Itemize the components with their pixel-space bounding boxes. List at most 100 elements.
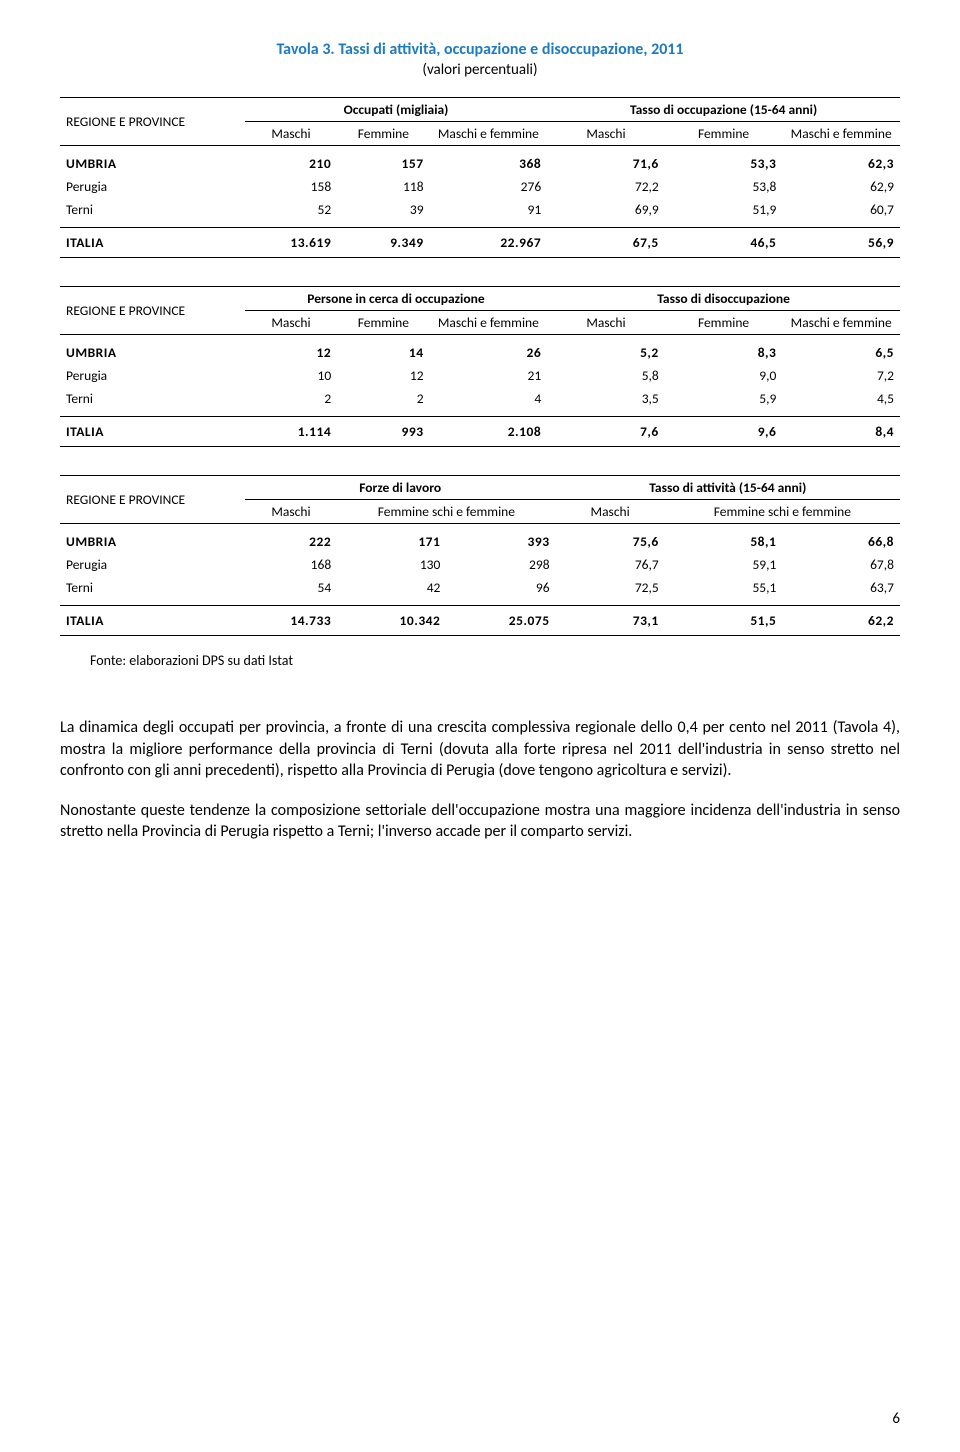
cell: 10 xyxy=(245,364,337,387)
row-label: Perugia xyxy=(60,364,245,387)
col-maschi: Maschi xyxy=(245,122,337,146)
cell: 25.075 xyxy=(446,606,555,636)
cell: 14 xyxy=(337,341,429,364)
cell: 14.733 xyxy=(245,606,337,636)
cell: 12 xyxy=(245,341,337,364)
col-mf: Maschi e femmine xyxy=(782,122,900,146)
cell: 8,3 xyxy=(665,341,783,364)
cell: 368 xyxy=(430,152,548,175)
cell: 59,1 xyxy=(665,553,783,576)
cell: 53,3 xyxy=(665,152,783,175)
cell: 58,1 xyxy=(665,530,783,553)
cell: 52 xyxy=(245,198,337,221)
cell: 157 xyxy=(337,152,429,175)
cell: 393 xyxy=(446,530,555,553)
cell: 7,6 xyxy=(547,417,665,447)
cell: 6,5 xyxy=(782,341,900,364)
cell: 72,2 xyxy=(547,175,665,198)
row-label: UMBRIA xyxy=(60,152,245,175)
group-header-tasso-disocc: Tasso di disoccupazione xyxy=(547,287,900,311)
cell: 298 xyxy=(446,553,555,576)
table-disoccupazione: REGIONE E PROVINCE Persone in cerca di o… xyxy=(60,286,900,447)
cell: 62,9 xyxy=(782,175,900,198)
cell: 69,9 xyxy=(547,198,665,221)
cell: 9.349 xyxy=(337,228,429,258)
col-maschi: Maschi xyxy=(547,311,665,335)
cell: 39 xyxy=(337,198,429,221)
source-note: Fonte: elaborazioni DPS su dati Istat xyxy=(90,652,900,669)
col-femmine: Femmine xyxy=(665,122,783,146)
group-header-tasso-att: Tasso di attività (15-64 anni) xyxy=(556,476,900,500)
cell: 46,5 xyxy=(665,228,783,258)
col-femmine: Femmine xyxy=(337,311,429,335)
cell: 158 xyxy=(245,175,337,198)
cell: 130 xyxy=(337,553,446,576)
cell: 171 xyxy=(337,530,446,553)
row-label: Terni xyxy=(60,387,245,410)
cell: 210 xyxy=(245,152,337,175)
row-label: UMBRIA xyxy=(60,341,245,364)
cell: 9,0 xyxy=(665,364,783,387)
group-header-occupati: Occupati (migliaia) xyxy=(245,98,547,122)
col-mf: Maschi e femmine xyxy=(430,311,548,335)
cell: 8,4 xyxy=(782,417,900,447)
table-forze-lavoro: REGIONE E PROVINCE Forze di lavoro Tasso… xyxy=(60,475,900,636)
cell: 2.108 xyxy=(430,417,548,447)
cell: 118 xyxy=(337,175,429,198)
cell: 75,6 xyxy=(556,530,665,553)
row-label: ITALIA xyxy=(60,228,245,258)
paragraph-1: La dinamica degli occupati per provincia… xyxy=(60,717,900,782)
region-header: REGIONE E PROVINCE xyxy=(60,476,245,524)
cell: 62,2 xyxy=(782,606,900,636)
cell: 22.967 xyxy=(430,228,548,258)
row-label: Perugia xyxy=(60,553,245,576)
cell: 63,7 xyxy=(782,576,900,599)
row-label: ITALIA xyxy=(60,417,245,447)
cell: 71,6 xyxy=(547,152,665,175)
cell: 4,5 xyxy=(782,387,900,410)
page-number: 6 xyxy=(892,1410,900,1428)
cell: 51,9 xyxy=(665,198,783,221)
cell: 72,5 xyxy=(556,576,665,599)
cell: 13.619 xyxy=(245,228,337,258)
table-title: Tavola 3. Tassi di attività, occupazione… xyxy=(60,40,900,59)
cell: 53,8 xyxy=(665,175,783,198)
cell: 4 xyxy=(430,387,548,410)
group-header-tasso-occ: Tasso di occupazione (15-64 anni) xyxy=(547,98,900,122)
row-label: ITALIA xyxy=(60,606,245,636)
cell: 5,9 xyxy=(665,387,783,410)
cell: 3,5 xyxy=(547,387,665,410)
table-subtitle: (valori percentuali) xyxy=(60,61,900,79)
cell: 56,9 xyxy=(782,228,900,258)
cell: 42 xyxy=(337,576,446,599)
cell: 62,3 xyxy=(782,152,900,175)
row-label: Terni xyxy=(60,198,245,221)
cell: 66,8 xyxy=(782,530,900,553)
col-maschi: Maschi xyxy=(547,122,665,146)
cell: 54 xyxy=(245,576,337,599)
cell: 60,7 xyxy=(782,198,900,221)
cell: 96 xyxy=(446,576,555,599)
group-header-forze: Forze di lavoro xyxy=(245,476,556,500)
cell: 91 xyxy=(430,198,548,221)
row-label: Perugia xyxy=(60,175,245,198)
cell: 2 xyxy=(337,387,429,410)
cell: 21 xyxy=(430,364,548,387)
col-mf: Maschi e femmine xyxy=(430,122,548,146)
cell: 168 xyxy=(245,553,337,576)
cell: 67,5 xyxy=(547,228,665,258)
cell: 2 xyxy=(245,387,337,410)
cell: 222 xyxy=(245,530,337,553)
cell: 26 xyxy=(430,341,548,364)
col-femmine: Femmine xyxy=(665,311,783,335)
cell: 276 xyxy=(430,175,548,198)
cell: 1.114 xyxy=(245,417,337,447)
cell: 73,1 xyxy=(556,606,665,636)
col-mf: Maschi e femmine xyxy=(782,311,900,335)
row-label: UMBRIA xyxy=(60,530,245,553)
cell: 7,2 xyxy=(782,364,900,387)
cell: 993 xyxy=(337,417,429,447)
cell: 51,5 xyxy=(665,606,783,636)
col-maschi: Maschi xyxy=(245,311,337,335)
table-occupati: REGIONE E PROVINCE Occupati (migliaia) T… xyxy=(60,97,900,258)
